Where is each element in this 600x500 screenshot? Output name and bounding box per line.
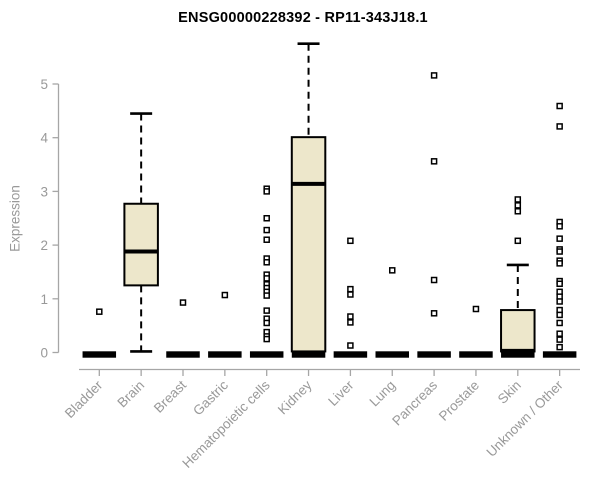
outlier-point — [263, 188, 270, 195]
chart-title: ENSG00000228392 - RP11-343J18.1 — [178, 10, 428, 26]
outlier-point — [430, 276, 438, 284]
outlier-point — [263, 275, 270, 282]
y-axis-title: Expression — [7, 185, 23, 252]
outlier-point — [514, 202, 522, 209]
x-tick-label: Prostate — [436, 378, 482, 424]
outlier-point — [556, 260, 563, 267]
zero-bar — [208, 351, 242, 358]
outlier-point — [221, 291, 229, 299]
outlier-point — [263, 335, 270, 343]
x-tick-label: Brain — [114, 378, 147, 411]
y-tick-label: 2 — [40, 238, 48, 253]
outlier-point — [96, 308, 103, 315]
y-tick-label: 1 — [40, 292, 48, 307]
x-tick-label: Kidney — [275, 377, 315, 417]
outlier-point — [263, 259, 270, 266]
outlier-point — [556, 319, 563, 327]
outlier-point — [347, 285, 354, 293]
outlier-point — [556, 248, 563, 255]
zero-bar — [459, 351, 493, 358]
x-tick-label: Liver — [325, 377, 357, 409]
zero-bar — [166, 351, 200, 358]
outlier-point — [179, 299, 187, 306]
x-tick-label: Unknown / Other — [484, 377, 567, 460]
outlier-point — [347, 313, 354, 320]
outlier-point — [263, 226, 270, 234]
zero-bar — [542, 351, 577, 358]
x-tick-label: Breast — [151, 377, 189, 415]
zero-bar — [375, 351, 409, 358]
outlier-point — [263, 215, 270, 222]
outlier-point — [556, 223, 563, 230]
outlier-point — [472, 305, 480, 313]
outlier-point — [430, 158, 438, 165]
outlier-point — [430, 310, 438, 317]
x-tick-label: Gastric — [190, 377, 231, 418]
box-brain — [123, 202, 159, 287]
outlier-point — [556, 280, 563, 288]
y-tick-label: 5 — [40, 77, 48, 92]
outlier-point — [347, 342, 354, 349]
x-tick-label: Lung — [367, 378, 399, 410]
outlier-point — [389, 267, 396, 274]
zero-bar — [249, 351, 284, 358]
y-tick-label: 3 — [40, 184, 48, 199]
x-tick-label: Bladder — [62, 377, 106, 421]
zero-bar — [417, 351, 451, 358]
outlier-point — [263, 307, 270, 314]
x-tick-label: Pancreas — [389, 377, 440, 428]
zero-bar — [291, 351, 326, 358]
outlier-point — [556, 343, 563, 351]
outlier-point — [263, 292, 270, 299]
box-skin — [500, 309, 536, 353]
y-tick-label: 4 — [40, 131, 48, 146]
box-kidney — [290, 136, 327, 353]
outlier-point — [514, 237, 522, 245]
outlier-point — [514, 208, 522, 215]
outlier-point — [514, 196, 522, 203]
x-tick-label: Skin — [495, 378, 524, 407]
y-tick-label: 0 — [40, 346, 48, 361]
outlier-point — [556, 298, 563, 305]
outlier-point — [347, 237, 354, 245]
outlier-point — [556, 330, 563, 337]
outlier-point — [556, 336, 563, 343]
zero-bar — [501, 351, 535, 358]
outlier-point — [347, 291, 354, 298]
outlier-point — [263, 236, 270, 243]
outlier-point — [556, 102, 563, 110]
zero-bar — [82, 351, 117, 358]
outlier-point — [347, 319, 354, 326]
outlier-point — [556, 311, 563, 319]
outlier-point — [556, 123, 563, 130]
outlier-point — [430, 72, 438, 79]
zero-bar — [333, 351, 368, 358]
outlier-point — [556, 235, 563, 242]
outlier-point — [263, 319, 270, 327]
